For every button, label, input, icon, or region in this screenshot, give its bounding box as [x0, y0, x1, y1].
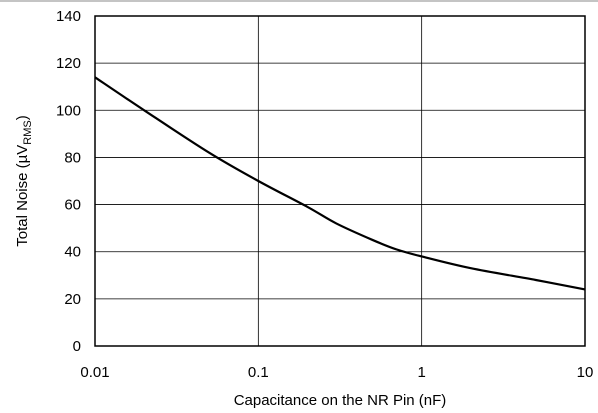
x-tick-label: 0.1 — [248, 364, 269, 381]
x-tick-label: 1 — [417, 364, 425, 381]
y-tick-label: 20 — [64, 291, 81, 308]
y-axis-label: Total Noise (µVRMS) — [14, 115, 34, 246]
x-axis-label: Capacitance on the NR Pin (nF) — [234, 392, 447, 409]
y-axis-label-sub: RMS — [22, 120, 34, 144]
y-axis-label-main: Total Noise (µV — [14, 145, 31, 247]
y-tick-labels: 0 20 40 60 80 100 120 140 — [56, 8, 81, 355]
y-tick-label: 60 — [64, 197, 81, 214]
y-tick-label: 120 — [56, 55, 81, 72]
x-tick-label: 0.01 — [80, 364, 109, 381]
y-tick-label: 100 — [56, 102, 81, 119]
x-tick-labels: 0.01 0.1 1 10 — [80, 364, 593, 381]
noise-curve — [94, 76, 586, 291]
y-tick-label: 0 — [73, 338, 81, 355]
y-tick-label: 40 — [64, 244, 81, 261]
x-tick-label: 10 — [577, 364, 594, 381]
y-tick-label: 80 — [64, 149, 81, 166]
y-axis-label-close: ) — [14, 115, 31, 120]
y-tick-label: 140 — [56, 8, 81, 25]
grid-lines — [94, 15, 586, 347]
plot-frame — [94, 15, 586, 347]
series-layer — [94, 76, 586, 291]
